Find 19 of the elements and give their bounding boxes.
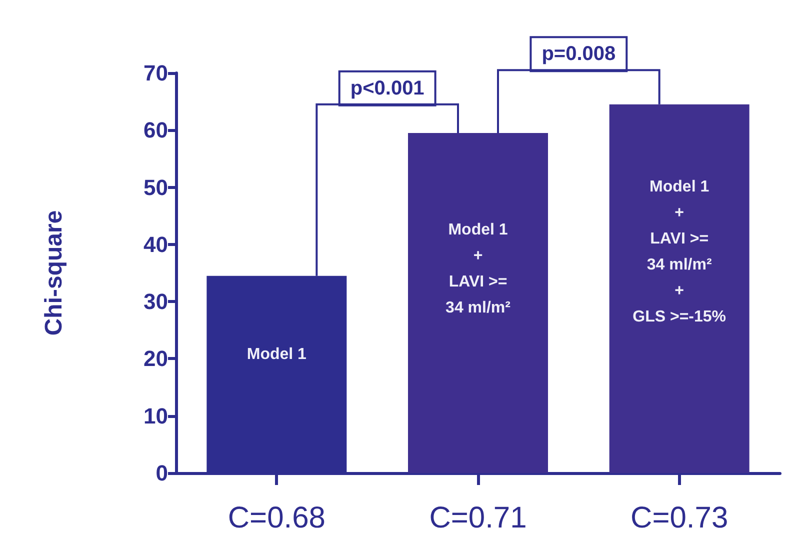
y-axis-title: Chi-square: [40, 210, 68, 336]
y-tick-label: 70: [144, 60, 168, 86]
y-tick-label: 0: [156, 460, 168, 486]
annotation: Model 1 + LAVI >= 34 ml/m² + GLS >=-15%: [632, 178, 726, 326]
annotation: Model 1 + LAVI >= 34 ml/m²: [446, 222, 510, 316]
x-tick-label: C=0.68: [228, 502, 326, 534]
y-tick-label: 60: [144, 118, 168, 143]
annotation: p<0.001: [350, 77, 424, 100]
bar: [609, 104, 750, 473]
y-tick-label: 40: [144, 232, 168, 257]
x-tick-label: C=0.73: [630, 502, 728, 534]
y-tick-label: 50: [144, 174, 168, 200]
y-tick-label: 10: [144, 403, 168, 428]
text: p=0.008: [542, 43, 616, 66]
x-tick-label: C=0.71: [429, 502, 527, 534]
bar: [408, 133, 548, 473]
y-tick-label: 20: [144, 346, 168, 372]
annotation: Model 1: [246, 346, 307, 364]
y-tick-label: 30: [144, 289, 168, 314]
